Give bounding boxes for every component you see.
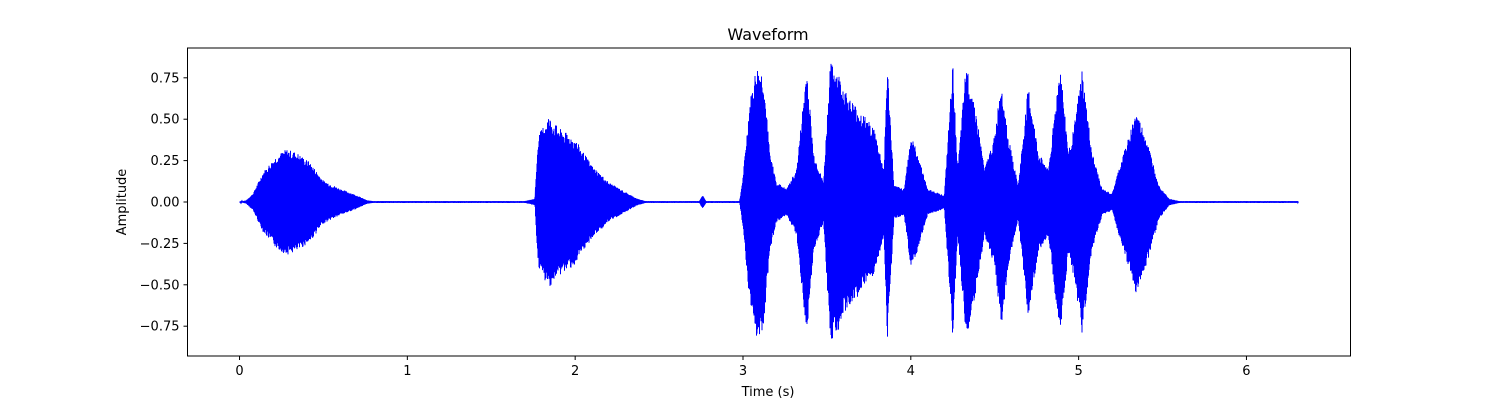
y-tick-label: 0.75 — [151, 71, 180, 86]
x-tick-label: 3 — [739, 364, 747, 379]
y-tick-label: 0.25 — [151, 154, 180, 169]
x-tick-label: 2 — [571, 364, 579, 379]
y-axis-label: Amplitude — [115, 169, 130, 236]
y-tick-label: −0.25 — [140, 237, 180, 252]
y-tick-label: 0.50 — [151, 113, 180, 128]
y-tick-label: −0.75 — [140, 320, 180, 335]
x-tick-label: 6 — [1242, 364, 1250, 379]
x-tick-label: 4 — [907, 364, 915, 379]
chart-title: Waveform — [727, 25, 808, 44]
y-tick-label: −0.50 — [140, 278, 180, 293]
x-tick-label: 1 — [403, 364, 411, 379]
x-axis-label: Time (s) — [741, 385, 795, 400]
y-tick-label: 0.00 — [151, 196, 180, 211]
x-tick-label: 5 — [1074, 364, 1082, 379]
x-tick-label: 0 — [235, 364, 243, 379]
